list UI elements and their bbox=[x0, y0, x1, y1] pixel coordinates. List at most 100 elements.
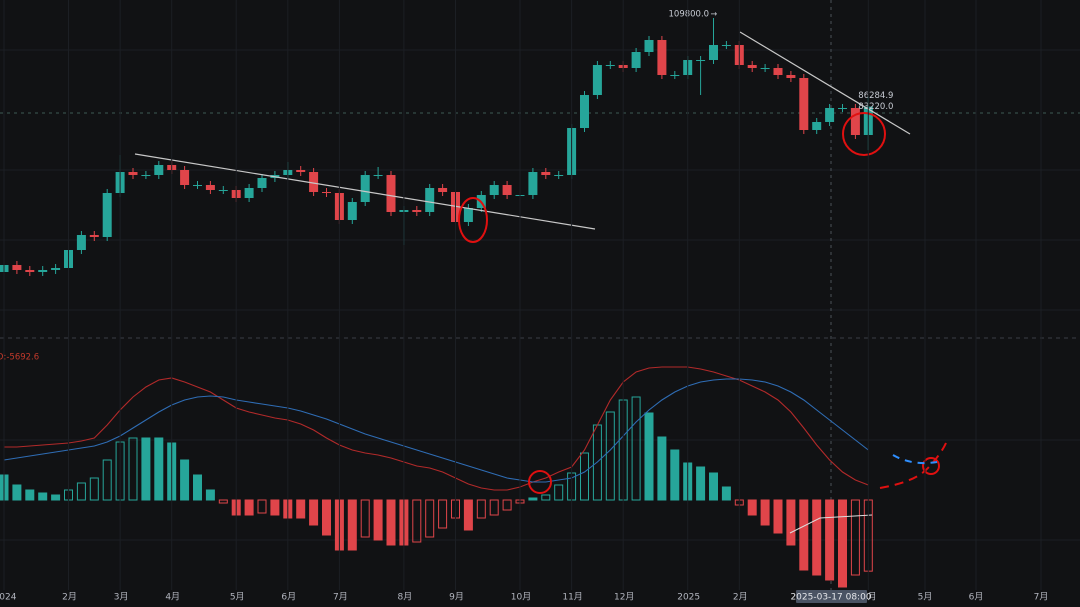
candle-body bbox=[244, 188, 254, 198]
macd-bar bbox=[38, 492, 48, 501]
macd-bar bbox=[128, 437, 138, 501]
macd-bar bbox=[76, 482, 86, 501]
highlight-circle bbox=[458, 197, 488, 243]
x-tick-label: 7月 bbox=[333, 592, 348, 603]
x-tick-label: 10月 bbox=[511, 592, 531, 603]
highlight-circle bbox=[922, 457, 940, 475]
macd-bar bbox=[257, 499, 267, 514]
candle-body bbox=[425, 188, 435, 212]
candle-body bbox=[12, 265, 22, 270]
candle-body bbox=[799, 78, 809, 130]
candle-body bbox=[51, 268, 61, 270]
macd-bar bbox=[322, 499, 331, 536]
macd-bar bbox=[373, 499, 383, 541]
grid bbox=[0, 49, 1080, 541]
price-label: 109800.0 bbox=[669, 10, 710, 20]
projection-line bbox=[892, 454, 938, 465]
crosshair-label-box bbox=[796, 590, 867, 603]
macd-bar bbox=[696, 466, 706, 501]
macd-bar bbox=[180, 459, 190, 501]
macd-bar bbox=[89, 477, 99, 501]
candle-body bbox=[89, 235, 99, 237]
x-tick-label: 7月 bbox=[1034, 592, 1049, 603]
candle-body bbox=[412, 210, 422, 212]
macd-bar bbox=[244, 499, 254, 516]
macd-bar bbox=[360, 499, 370, 538]
macd-bar bbox=[747, 499, 757, 516]
candle-body bbox=[502, 185, 512, 195]
crosshair-label: 2025-03-17 08:00 bbox=[790, 593, 871, 603]
macd-bar bbox=[670, 449, 680, 501]
candle-body bbox=[721, 45, 731, 46]
macd-line bbox=[3, 378, 869, 483]
price-arrow: → bbox=[711, 10, 718, 19]
candle-body bbox=[193, 185, 202, 186]
macd-bar bbox=[309, 499, 319, 526]
macd-bar bbox=[425, 499, 435, 538]
macd-bar bbox=[412, 499, 422, 543]
macd-bar bbox=[347, 499, 357, 551]
macd-bar bbox=[270, 499, 280, 516]
x-tick-label: 5月 bbox=[918, 592, 933, 603]
macd-bar bbox=[812, 499, 822, 576]
candle-body bbox=[786, 75, 796, 78]
candle-body bbox=[838, 108, 847, 109]
macd-bar bbox=[760, 499, 770, 526]
highlight-circle bbox=[842, 112, 886, 156]
x-tick-label: 9月 bbox=[449, 592, 464, 603]
candle-body bbox=[38, 270, 48, 272]
macd-bar bbox=[193, 474, 202, 501]
candle-body bbox=[773, 68, 783, 75]
candle-body bbox=[322, 192, 331, 193]
highlight-circle bbox=[528, 470, 552, 494]
macd-bar bbox=[25, 489, 35, 501]
macd-bar bbox=[786, 499, 796, 546]
x-tick-label: 2月 bbox=[733, 592, 748, 603]
macd-bar bbox=[657, 436, 667, 501]
macd-bar bbox=[489, 499, 499, 516]
x-tick-label: 5月 bbox=[230, 592, 245, 603]
macd-bar bbox=[631, 396, 641, 501]
x-tick-label: 2024 bbox=[0, 593, 17, 603]
macd-bar bbox=[502, 499, 512, 511]
candle-body bbox=[657, 40, 667, 75]
candle-body bbox=[850, 108, 860, 135]
macd-bar bbox=[12, 484, 22, 501]
macd-bar bbox=[386, 499, 396, 546]
macd-bar bbox=[541, 494, 551, 501]
x-tick-label: 11月 bbox=[562, 592, 582, 603]
x-tick-label: 12月 bbox=[614, 592, 634, 603]
candle-body bbox=[463, 208, 473, 222]
price-label: 86284.9 bbox=[858, 91, 893, 101]
macd-line bbox=[4, 366, 869, 491]
candle-body bbox=[825, 108, 835, 122]
macd-bar bbox=[709, 472, 718, 501]
x-tick-label: 6月 bbox=[969, 592, 984, 603]
macd-bar bbox=[218, 499, 228, 504]
candle-body bbox=[128, 172, 138, 175]
x-tick-label: 2025 bbox=[677, 593, 700, 603]
candle-body bbox=[257, 178, 267, 188]
macd-bar bbox=[154, 437, 164, 501]
trend-line bbox=[739, 31, 911, 135]
candle-body bbox=[102, 193, 112, 237]
candle-body bbox=[141, 175, 151, 176]
candle-body bbox=[154, 165, 164, 175]
macd-bar bbox=[51, 494, 61, 501]
candle-body bbox=[25, 270, 35, 272]
candle-body bbox=[670, 75, 680, 76]
macd-bar bbox=[102, 459, 112, 501]
candle-body bbox=[696, 60, 706, 61]
trend-line bbox=[789, 514, 873, 534]
x-tick-label: 4月 bbox=[165, 592, 180, 603]
candle-body bbox=[309, 172, 319, 192]
macd-bar bbox=[721, 486, 731, 501]
indicator-label: MACD:-5692.6 bbox=[0, 353, 39, 363]
macd-bar bbox=[605, 411, 615, 501]
candle-body bbox=[605, 65, 615, 66]
candle-body bbox=[709, 45, 718, 60]
candle-body bbox=[180, 170, 190, 185]
